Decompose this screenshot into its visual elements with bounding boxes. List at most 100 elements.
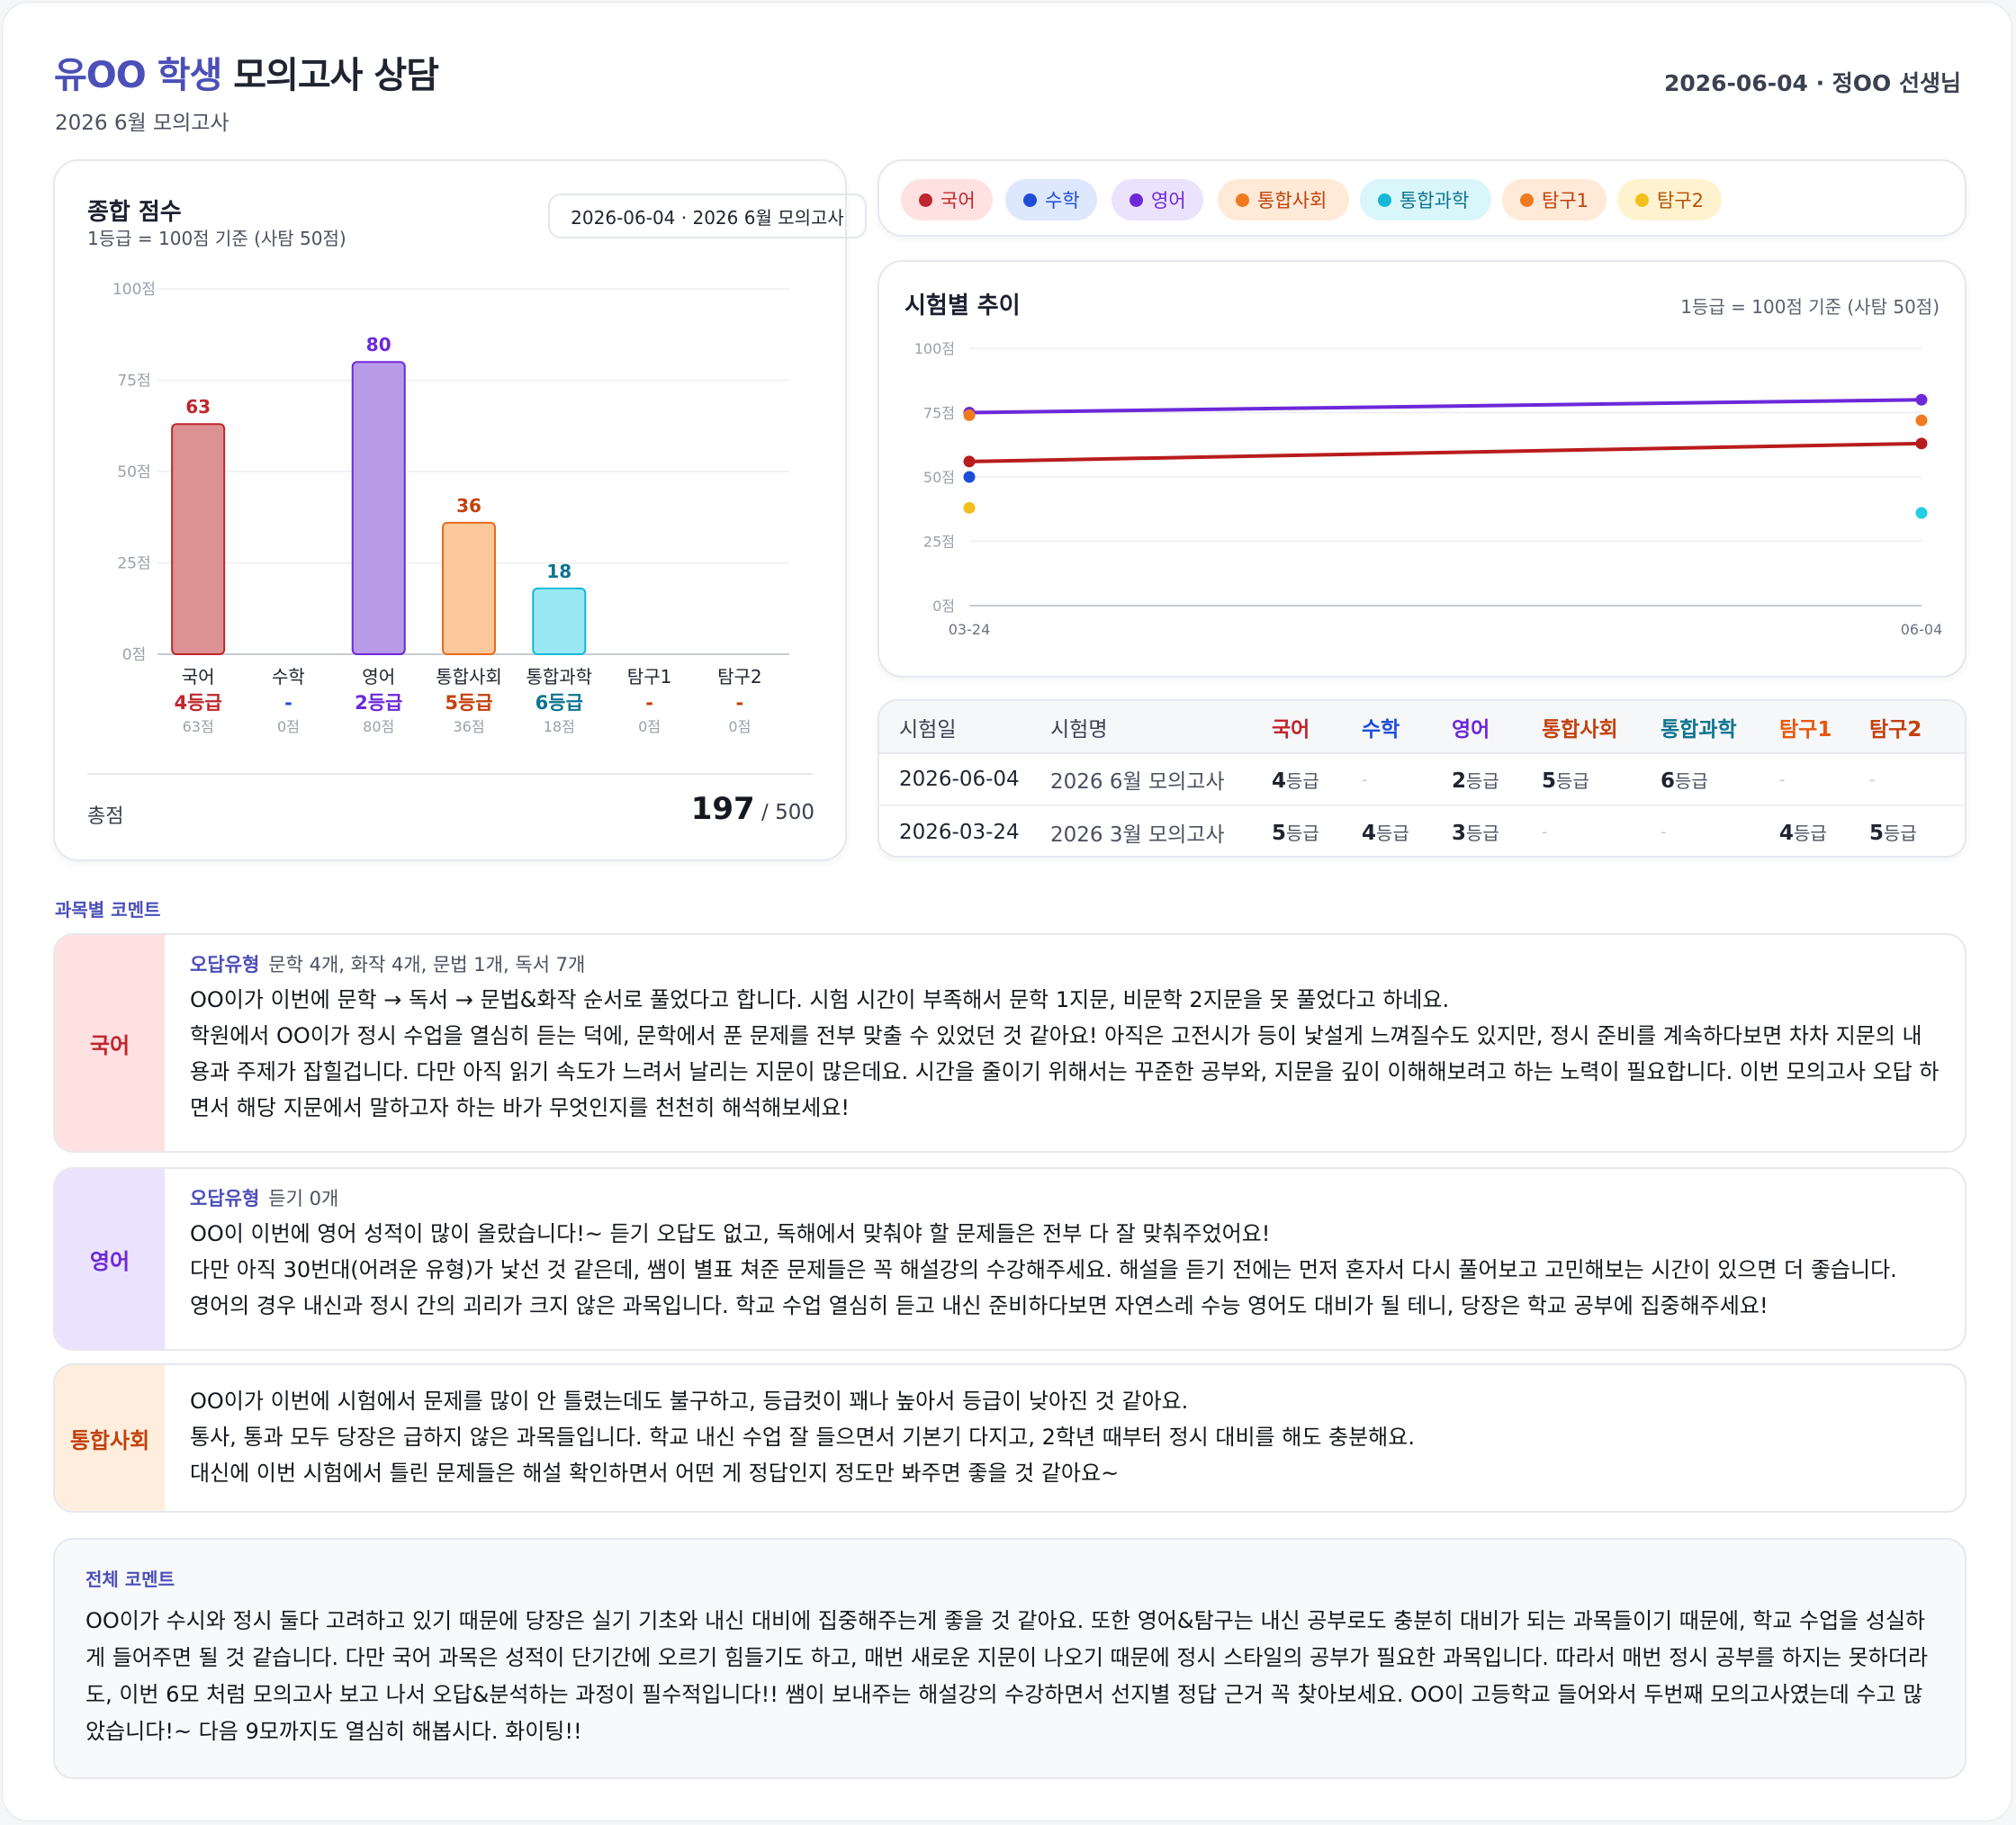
grade-label: - [284, 692, 292, 714]
score-label: 63점 [183, 718, 214, 735]
score-card-caption: 1등급 = 100점 기준 (사탐 50점) [87, 228, 346, 249]
comment-subject: 영어 [55, 1169, 165, 1349]
page-title: 유OO 학생 모의고사 상담 [54, 46, 439, 98]
data-point [1915, 393, 1928, 406]
cell-grade: 4등급 [1272, 753, 1362, 806]
legend-chip-explore1[interactable]: 탐구1 [1502, 179, 1606, 220]
y-tick-label: 25점 [117, 555, 150, 573]
col-explore1: 탐구1 [1779, 701, 1869, 754]
comment-line: OO이가 이번에 문학 → 독서 → 문법&화작 순서로 풀었다고 합니다. 시… [190, 987, 1450, 1012]
cell-grade: 4등급 [1779, 805, 1869, 856]
date-teacher: 2026-06-04 · 정OO 선생님 [1663, 70, 1961, 96]
line-chart: 0점 25점 50점 75점 100점 03-24 06-04 [914, 340, 1943, 638]
cell-exam-name: 2026 3월 모의고사 [1050, 823, 1225, 847]
legend-dot [1236, 193, 1249, 207]
legend-label: 통합사회 [1257, 190, 1328, 211]
comment-line: 통사, 통과 모두 당장은 급하지 않은 과목들입니다. 학교 내신 수업 잘 … [190, 1425, 1415, 1450]
grade-unit: 등급 [1376, 823, 1409, 844]
comment-line: 영어의 경우 내신과 정시 간의 괴리가 크지 않은 과목입니다. 학교 수업 … [190, 1293, 1768, 1318]
grade-unit: 등급 [1675, 769, 1708, 792]
cell-grade: 2등급 [1452, 753, 1542, 806]
grade-number: 6 [1660, 769, 1676, 793]
cell-grade: - [1660, 823, 1667, 841]
grade-number: 5 [1542, 769, 1557, 793]
y-tick-label: 25점 [923, 534, 955, 551]
wrong-type-text: 문학 4개, 화작 4개, 문법 1개, 독서 7개 [268, 954, 586, 975]
table-header-row: 시험일 시험명 국어 수학 영어 통합사회 통합과학 탐구1 탐구2 [879, 701, 1965, 754]
legend-card: 국어 수학 영어 통합사회 통합과학 탐구1 탐구2 [878, 159, 1966, 237]
wrong-type: 오답유형 문학 4개, 화작 4개, 문법 1개, 독서 7개 [190, 949, 1941, 980]
data-point [963, 455, 976, 468]
grade-unit: 등급 [1794, 823, 1827, 844]
cell-grade: 5등급 [1869, 805, 1965, 856]
y-tick-label: 75점 [923, 405, 955, 422]
legend-label: 국어 [940, 190, 976, 211]
x-category-label: 수학 [272, 666, 305, 688]
legend-chip-science[interactable]: 통합과학 [1360, 179, 1491, 220]
grade-unit: 등급 [1466, 769, 1499, 792]
data-point [1915, 507, 1928, 519]
legend-label: 탐구2 [1657, 190, 1705, 211]
exam-select[interactable]: 2026-06-04 · 2026 6월 모의고사 [548, 193, 867, 238]
y-tick-label: 0점 [932, 598, 955, 615]
legend-chip-math[interactable]: 수학 [1005, 179, 1097, 220]
score-label: 0점 [277, 718, 300, 735]
comment-body: 오답유형 듣기 0개 OO이 이번에 영어 성적이 많이 올랐습니다!~ 듣기 오… [190, 1183, 1941, 1324]
student-name: 유OO 학생 [54, 55, 222, 96]
legend-label: 통합과학 [1400, 190, 1470, 211]
score-label: 18점 [544, 718, 575, 735]
overall-comment: 전체 코멘트 OO이가 수시와 정시 둘다 고려하고 있기 때문에 당장은 실기… [53, 1538, 1966, 1779]
bar [351, 361, 406, 655]
wrong-type-label: 오답유형 [190, 1188, 260, 1209]
grade-number: 4 [1362, 822, 1377, 845]
data-point [963, 501, 976, 514]
col-social: 통합사회 [1542, 701, 1660, 754]
history-table-card: 시험일 시험명 국어 수학 영어 통합사회 통합과학 탐구1 탐구2 2026-… [878, 699, 1966, 858]
y-tick-label: 100점 [112, 281, 156, 299]
overall-text: OO이가 수시와 정시 둘다 고려하고 있기 때문에 당장은 실기 기초와 내신… [86, 1608, 1929, 1744]
bar [442, 521, 496, 655]
bar-value-label: 18 [546, 561, 572, 582]
total-label: 총점 [87, 805, 124, 828]
bar-value-label: 63 [185, 396, 211, 418]
grade-unit: 등급 [1556, 769, 1589, 792]
legend-dot [1520, 193, 1534, 207]
bar-value-label: 36 [456, 495, 482, 517]
grade-unit: 등급 [1286, 769, 1319, 792]
grade-label: 4등급 [175, 692, 222, 714]
score-card: 종합 점수 1등급 = 100점 기준 (사탐 50점) 2026-06-04 … [53, 159, 867, 861]
legend-chip-korean[interactable]: 국어 [901, 179, 993, 220]
data-point [1915, 414, 1928, 427]
total-score: 197 / 500 [691, 791, 814, 827]
y-tick-label: 75점 [117, 373, 150, 391]
comment-body: 오답유형 문학 4개, 화작 4개, 문법 1개, 독서 7개 OO이가 이번에 … [190, 949, 1941, 1126]
legend-chip-social[interactable]: 통합사회 [1218, 179, 1349, 220]
comment-line: OO이 이번에 영어 성적이 많이 올랐습니다!~ 듣기 오답도 없고, 독해에… [190, 1221, 1271, 1246]
grade-number: 4 [1272, 769, 1287, 793]
score-label: 0점 [638, 718, 661, 735]
table-row[interactable]: 2026-03-24 2026 3월 모의고사 5등급 4등급 3등급 - -4등급 5등급 [879, 805, 1965, 856]
history-table: 시험일 시험명 국어 수학 영어 통합사회 통합과학 탐구1 탐구2 2026-… [879, 701, 1965, 856]
y-tick-label: 0점 [122, 646, 146, 664]
data-point [1915, 437, 1928, 450]
grade-label: - [735, 692, 743, 714]
overall-label: 전체 코멘트 [86, 1569, 175, 1590]
col-name: 시험명 [1050, 701, 1272, 754]
grade-unit: 등급 [1884, 823, 1917, 844]
legend-chip-english[interactable]: 영어 [1112, 179, 1203, 220]
grade-label: 2등급 [355, 692, 402, 714]
exam-subtitle: 2026 6월 모의고사 [55, 112, 230, 135]
col-science: 통합과학 [1660, 701, 1779, 754]
cell-exam-name: 2026 6월 모의고사 [1050, 753, 1272, 806]
comment-english: 영어 오답유형 듣기 0개 OO이 이번에 영어 성적이 많이 올랐습니다!~ 듣… [53, 1167, 1966, 1351]
total-max: / 500 [761, 801, 814, 824]
y-tick-label: 50점 [117, 463, 150, 481]
comment-line: 다만 아직 30번대(어려운 유형)가 낯선 것 같은데, 쌤이 별표 쳐준 문… [190, 1257, 1897, 1282]
legend-chip-explore2[interactable]: 탐구2 [1617, 179, 1722, 220]
table-row[interactable]: 2026-06-04 2026 6월 모의고사 4등급 -2등급 5등급 6등급 - - [879, 753, 1965, 806]
score-card-title: 종합 점수 [87, 199, 182, 226]
legend-dot [1023, 193, 1037, 207]
score-label: 0점 [728, 718, 751, 735]
grade-number: 2 [1452, 769, 1467, 793]
comment-line: 학원에서 OO이가 정시 수업을 열심히 듣는 덕에, 문학에서 푼 문제를 전… [190, 1023, 1940, 1120]
